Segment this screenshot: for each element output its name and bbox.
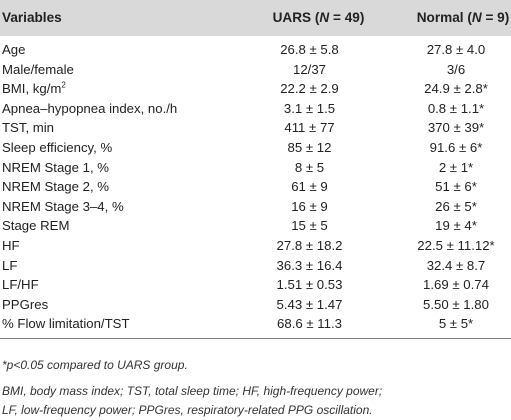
table-row: % Flow limitation/TST 68.6 ± 11.3 5 ± 5* — [0, 314, 511, 334]
cell-normal: 27.8 ± 4.0 — [426, 42, 486, 57]
cell-uars: 61 ± 9 — [291, 179, 328, 195]
cell-variable: Stage REM — [2, 218, 70, 234]
cell-normal: 370 ± 39* — [427, 120, 485, 136]
cell-variable: % Flow limitation/TST — [2, 316, 130, 332]
cell-variable: LF/HF — [2, 277, 39, 293]
footnote-abbreviations-2: LF, low-frequency power; PPGres, respira… — [2, 403, 373, 417]
cell-uars: 16 ± 9 — [291, 198, 328, 214]
table-row: Stage REM 15 ± 5 19 ± 4* — [0, 216, 511, 236]
cell-normal: 0.8 ± 1.1* — [427, 100, 485, 116]
cell-uars: 1.51 ± 0.53 — [276, 277, 343, 293]
cell-uars: 12/37 — [292, 61, 326, 77]
cell-variable: Sleep efficiency, % — [2, 139, 113, 155]
cell-variable: NREM Stage 3–4, % — [2, 198, 124, 214]
cell-variable: NREM Stage 2, % — [2, 179, 110, 195]
header-normal: Normal (N = 9) — [416, 10, 510, 25]
table-row: HF 27.8 ± 18.2 22.5 ± 11.12* — [0, 236, 511, 256]
cell-uars: 15 ± 5 — [291, 218, 328, 234]
cell-normal: 32.4 ± 8.7 — [426, 257, 486, 273]
table-row: Age 26.8 ± 5.8 27.8 ± 4.0 — [0, 40, 511, 60]
table-row: BMI, kg/m2 22.2 ± 2.9 24.9 ± 2.8* — [0, 79, 511, 99]
table-header: Variables UARS (N = 49) Normal (N = 9) — [0, 0, 511, 36]
table-row: PPGres 5.43 ± 1.47 5.50 ± 1.80 — [0, 295, 511, 315]
cell-uars: 8 ± 5 — [294, 159, 325, 175]
cell-normal: 22.5 ± 11.12* — [417, 237, 495, 253]
cell-uars: 411 ± 77 — [284, 120, 335, 136]
cell-variable: LF — [2, 257, 18, 273]
cell-variable: TST, min — [2, 120, 55, 136]
cell-uars: 5.43 ± 1.47 — [276, 296, 343, 312]
cell-normal: 3/6 — [446, 61, 466, 77]
cell-uars: 36.3 ± 16.4 — [276, 257, 343, 273]
table-body: Age 26.8 ± 5.8 27.8 ± 4.0 Male/female 12… — [0, 36, 511, 339]
footnote-abbreviations-1: BMI, body mass index; TST, total sleep t… — [2, 384, 383, 398]
cell-normal: 5 ± 5* — [438, 316, 474, 332]
cell-normal: 19 ± 4* — [435, 218, 477, 234]
cell-variable: HF — [2, 237, 20, 253]
cell-variable: Apnea–hypopnea index, no./h — [2, 100, 178, 116]
footnote-significance: *p<0.05 compared to UARS group. — [2, 358, 188, 372]
table-row: NREM Stage 2, % 61 ± 9 51 ± 6* — [0, 177, 511, 197]
table-row: NREM Stage 1, % 8 ± 5 2 ± 1* — [0, 158, 511, 178]
cell-uars: 68.6 ± 11.3 — [277, 316, 342, 332]
table-row: LF/HF 1.51 ± 0.53 1.69 ± 0.74 — [0, 275, 511, 295]
table-footnotes: *p<0.05 compared to UARS group. BMI, bod… — [2, 356, 510, 420]
cell-uars: 3.1 ± 1.5 — [283, 100, 336, 116]
cell-normal: 24.9 ± 2.8* — [424, 81, 488, 97]
header-uars: UARS (N = 49) — [272, 10, 365, 25]
cell-normal: 1.69 ± 0.74 — [423, 277, 489, 293]
cell-normal: 26 ± 5* — [435, 198, 477, 214]
table-row: NREM Stage 3–4, % 16 ± 9 26 ± 5* — [0, 197, 511, 217]
table-row: Apnea–hypopnea index, no./h 3.1 ± 1.5 0.… — [0, 99, 511, 119]
data-table: Variables UARS (N = 49) Normal (N = 9) A… — [0, 0, 511, 339]
cell-variable: BMI, kg/m2 — [2, 80, 66, 97]
cell-normal: 2 ± 1* — [438, 159, 474, 175]
cell-uars: 22.2 ± 2.9 — [280, 81, 339, 97]
cell-variable: Age — [2, 42, 26, 57]
cell-normal: 91.6 ± 6* — [429, 139, 483, 155]
cell-variable: Male/female — [2, 61, 74, 77]
table-row: Male/female 12/37 3/6 — [0, 60, 511, 80]
cell-variable: PPGres — [2, 296, 49, 312]
table-row: TST, min 411 ± 77 370 ± 39* — [0, 118, 511, 138]
table-row: LF 36.3 ± 16.4 32.4 ± 8.7 — [0, 256, 511, 276]
header-variables: Variables — [2, 10, 62, 25]
cell-normal: 5.50 ± 1.80 — [423, 296, 489, 312]
cell-normal: 51 ± 6* — [435, 179, 477, 195]
cell-variable: NREM Stage 1, % — [2, 159, 110, 175]
cell-uars: 26.8 ± 5.8 — [280, 42, 339, 57]
table-row: Sleep efficiency, % 85 ± 12 91.6 ± 6* — [0, 138, 511, 158]
cell-uars: 27.8 ± 18.2 — [276, 237, 343, 253]
cell-uars: 85 ± 12 — [287, 139, 332, 155]
